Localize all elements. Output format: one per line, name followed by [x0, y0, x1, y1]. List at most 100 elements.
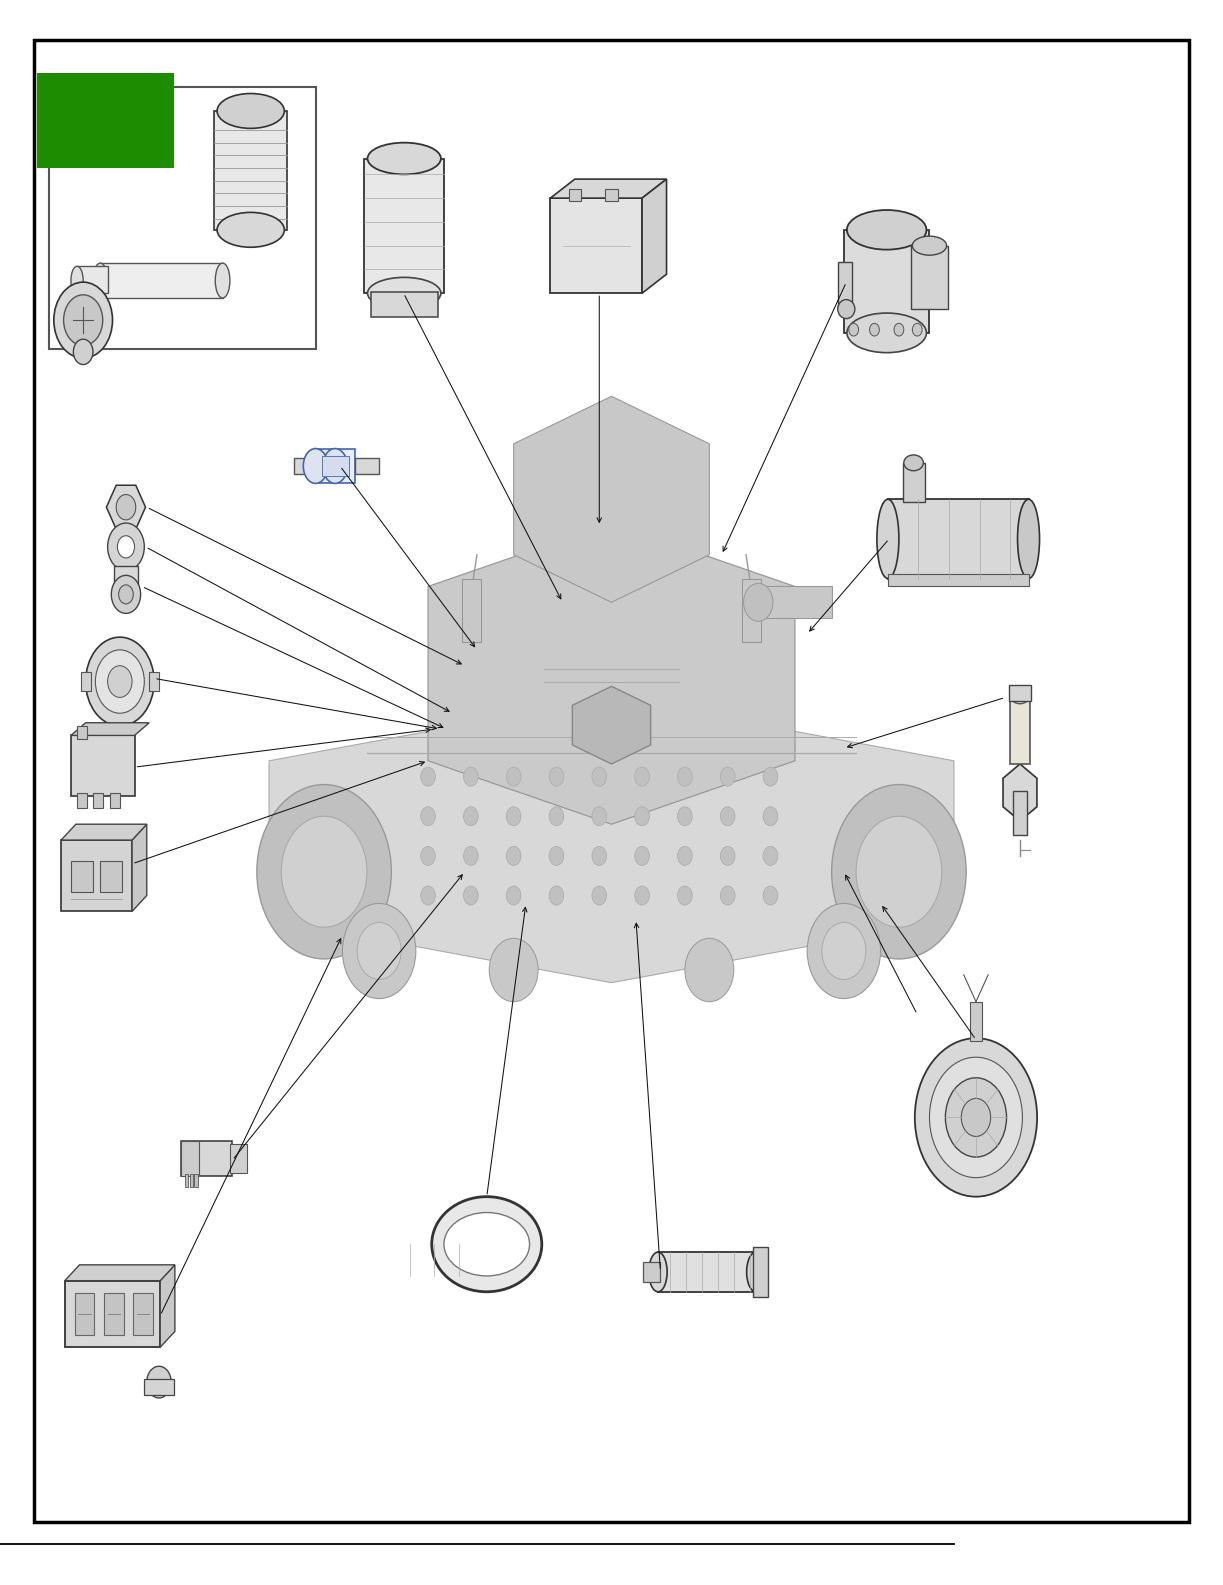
Bar [970, 1002, 982, 1041]
Circle shape [720, 767, 735, 786]
Bar [149, 672, 159, 691]
Bar [364, 158, 444, 293]
Circle shape [86, 637, 154, 726]
Bar [550, 198, 642, 293]
Circle shape [915, 1038, 1037, 1197]
Circle shape [807, 903, 881, 999]
Bar [462, 579, 481, 642]
Circle shape [635, 886, 649, 905]
Ellipse shape [838, 300, 855, 319]
Ellipse shape [1018, 499, 1040, 579]
Circle shape [464, 846, 478, 865]
Ellipse shape [904, 455, 923, 471]
Circle shape [549, 767, 564, 786]
Ellipse shape [218, 212, 284, 247]
Bar [65, 1281, 160, 1347]
Circle shape [421, 767, 435, 786]
Circle shape [506, 846, 521, 865]
Ellipse shape [432, 1197, 542, 1292]
Circle shape [856, 816, 942, 927]
Polygon shape [642, 179, 667, 293]
Circle shape [592, 807, 607, 826]
Circle shape [549, 886, 564, 905]
Circle shape [464, 767, 478, 786]
Bar [355, 458, 379, 474]
Circle shape [95, 650, 144, 713]
Bar [185, 1174, 188, 1187]
Ellipse shape [218, 94, 284, 128]
Ellipse shape [846, 312, 927, 352]
Bar [75, 1293, 94, 1335]
Bar [194, 1174, 198, 1187]
Bar [61, 840, 132, 911]
Polygon shape [572, 686, 651, 764]
Polygon shape [1003, 764, 1037, 821]
Circle shape [116, 495, 136, 520]
Circle shape [678, 807, 692, 826]
Ellipse shape [368, 143, 442, 174]
Bar [100, 861, 122, 892]
Bar [758, 586, 832, 618]
Ellipse shape [912, 236, 947, 255]
Circle shape [342, 903, 416, 999]
Bar [911, 246, 948, 309]
Circle shape [744, 583, 773, 621]
Circle shape [635, 767, 649, 786]
Bar [903, 463, 925, 502]
Ellipse shape [368, 277, 442, 309]
Bar [49, 87, 316, 349]
Bar [888, 499, 1029, 579]
Circle shape [849, 323, 859, 336]
Bar [230, 1144, 247, 1173]
Circle shape [464, 807, 478, 826]
Circle shape [635, 846, 649, 865]
Bar [71, 735, 135, 796]
Ellipse shape [323, 449, 347, 483]
Circle shape [421, 846, 435, 865]
Circle shape [832, 785, 966, 959]
Bar [844, 230, 929, 333]
Polygon shape [106, 485, 146, 529]
Circle shape [912, 323, 922, 336]
Circle shape [549, 807, 564, 826]
Ellipse shape [1011, 691, 1029, 704]
Bar [1009, 685, 1031, 701]
Circle shape [464, 886, 478, 905]
Ellipse shape [877, 499, 899, 579]
Circle shape [763, 807, 778, 826]
Bar [753, 1247, 768, 1297]
Bar [371, 292, 438, 317]
Circle shape [147, 1366, 171, 1398]
Circle shape [119, 585, 133, 604]
Circle shape [506, 767, 521, 786]
Ellipse shape [71, 266, 83, 295]
Circle shape [678, 846, 692, 865]
Circle shape [73, 339, 93, 365]
Polygon shape [71, 723, 149, 735]
Bar [322, 456, 349, 476]
Bar [838, 262, 852, 309]
Circle shape [108, 666, 132, 697]
Circle shape [720, 807, 735, 826]
Bar [658, 1252, 756, 1292]
Polygon shape [65, 1265, 175, 1281]
Bar [114, 566, 138, 590]
Circle shape [64, 295, 103, 346]
Bar [77, 792, 87, 808]
Circle shape [685, 938, 734, 1002]
Circle shape [822, 922, 866, 980]
Circle shape [763, 886, 778, 905]
Bar [81, 672, 91, 691]
Polygon shape [132, 824, 147, 911]
Bar [316, 449, 355, 483]
Circle shape [945, 1078, 1007, 1157]
Circle shape [592, 767, 607, 786]
Circle shape [763, 846, 778, 865]
Circle shape [117, 536, 135, 558]
Circle shape [720, 886, 735, 905]
Bar [569, 189, 581, 201]
Polygon shape [550, 179, 667, 198]
Circle shape [54, 282, 113, 358]
Circle shape [506, 807, 521, 826]
Circle shape [489, 938, 538, 1002]
